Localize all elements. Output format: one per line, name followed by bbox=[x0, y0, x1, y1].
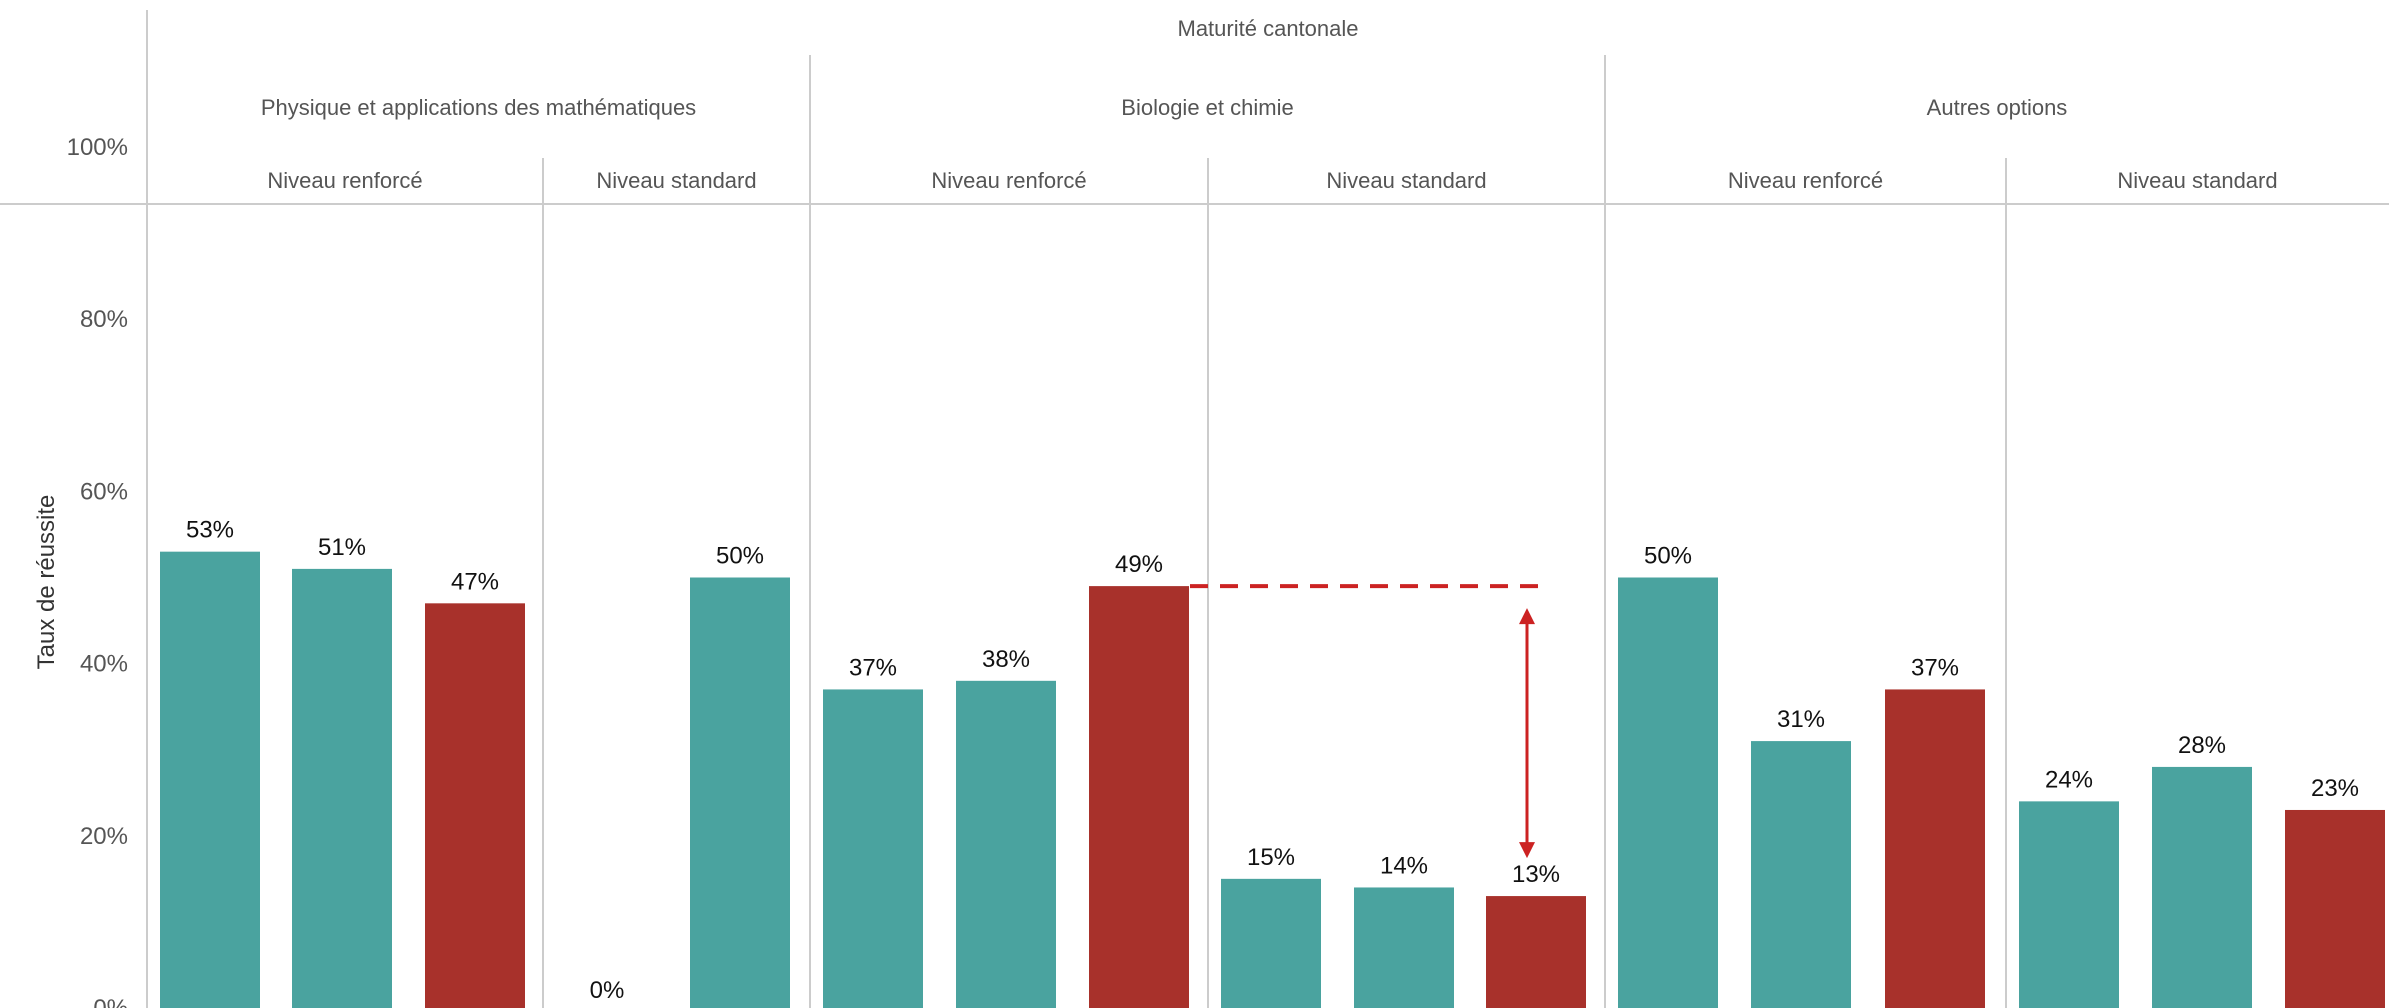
bar-layer: 53% 51% 47% 0% 50% 37% 38% 49% 15% 14% 13% 50% 31% 37… bbox=[160, 517, 2385, 1008]
option-header: Biologie et chimie bbox=[1121, 95, 1293, 120]
level-header: Niveau renforcé bbox=[931, 168, 1086, 193]
bar bbox=[2285, 809, 2385, 1008]
annotation-layer bbox=[1190, 584, 1540, 859]
data-label: 31% bbox=[1777, 706, 1825, 733]
data-label: 50% bbox=[716, 543, 764, 570]
data-label: 37% bbox=[1911, 654, 1959, 681]
y-tick-label: 0% bbox=[93, 995, 128, 1008]
grid-layer bbox=[0, 10, 2389, 1008]
bar bbox=[1089, 586, 1189, 1008]
level-header: Niveau renforcé bbox=[1728, 168, 1883, 193]
bar bbox=[956, 680, 1056, 1008]
option-header: Autres options bbox=[1927, 95, 2068, 120]
level-header: Niveau standard bbox=[596, 168, 756, 193]
level-header: Niveau standard bbox=[1326, 168, 1486, 193]
y-tick-label: 100% bbox=[67, 134, 128, 161]
y-tick-label: 60% bbox=[80, 478, 128, 505]
bar bbox=[425, 603, 525, 1008]
bar bbox=[823, 689, 923, 1008]
chart-title: Maturité cantonale bbox=[1178, 16, 1359, 41]
y-axis: Taux de réussite 0% 20% 40% 60% 80% 100% bbox=[33, 134, 128, 1008]
level-header: Niveau standard bbox=[2117, 168, 2277, 193]
data-label: 38% bbox=[982, 646, 1030, 673]
y-tick-label: 20% bbox=[80, 823, 128, 850]
data-label: 28% bbox=[2178, 732, 2226, 759]
header-layer: Maturité cantonale Physique et applicati… bbox=[261, 16, 2278, 193]
data-label: 37% bbox=[849, 654, 897, 681]
level-header: Niveau renforcé bbox=[267, 168, 422, 193]
data-label: 47% bbox=[451, 568, 499, 595]
bar bbox=[1885, 689, 1985, 1008]
bar bbox=[2152, 766, 2252, 1008]
y-axis-label: Taux de réussite bbox=[33, 495, 60, 670]
data-label: 51% bbox=[318, 534, 366, 561]
data-label: 0% bbox=[590, 977, 625, 1004]
data-label: 53% bbox=[186, 517, 234, 544]
data-label: 13% bbox=[1512, 861, 1560, 888]
data-label: 23% bbox=[2311, 775, 2359, 802]
bar bbox=[1221, 878, 1321, 1008]
bar bbox=[1618, 577, 1718, 1008]
bar bbox=[292, 568, 392, 1008]
arrow-up-icon bbox=[1519, 608, 1535, 625]
bar bbox=[160, 551, 260, 1008]
data-label: 24% bbox=[2045, 766, 2093, 793]
data-label: 49% bbox=[1115, 551, 1163, 578]
bar bbox=[1486, 896, 1586, 1008]
arrow-down-icon bbox=[1519, 842, 1535, 859]
data-label: 14% bbox=[1380, 852, 1428, 879]
bar bbox=[690, 577, 790, 1008]
option-header: Physique et applications des mathématiqu… bbox=[261, 95, 696, 120]
bar bbox=[2019, 801, 2119, 1008]
bar bbox=[1751, 741, 1851, 1008]
data-label: 50% bbox=[1644, 543, 1692, 570]
y-tick-label: 80% bbox=[80, 306, 128, 333]
y-tick-label: 40% bbox=[80, 651, 128, 678]
data-label: 15% bbox=[1247, 844, 1295, 871]
bar bbox=[1354, 887, 1454, 1008]
